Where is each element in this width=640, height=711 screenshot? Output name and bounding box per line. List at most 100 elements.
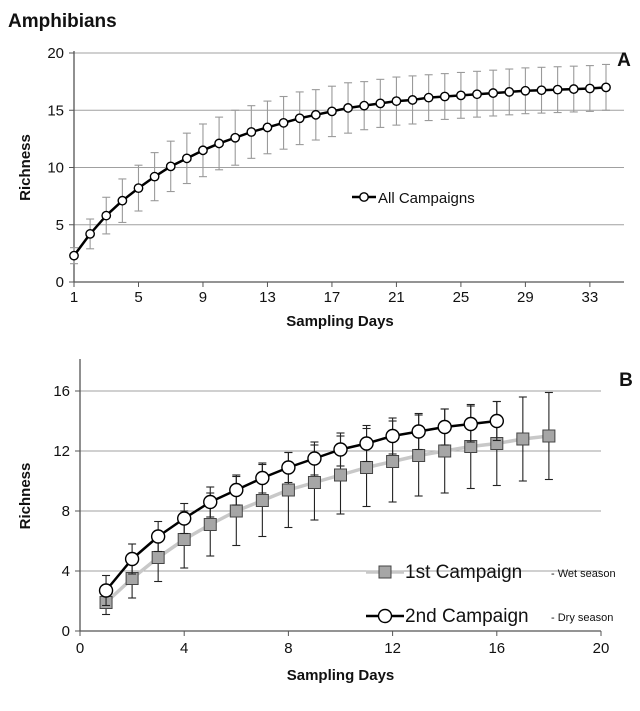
x-tick-label: 12 bbox=[384, 640, 401, 657]
panel-b: 0 4 8 12 16 0 4 8 12 16 20 Sampling Days Richness B 1s… bbox=[17, 359, 633, 684]
y-tick-label: 8 bbox=[62, 503, 70, 520]
y-tick-label: 10 bbox=[47, 160, 64, 177]
data-point-circle bbox=[333, 442, 348, 457]
data-point-circle bbox=[214, 138, 224, 149]
data-point-circle bbox=[150, 529, 166, 544]
legend-marker bbox=[378, 565, 392, 579]
data-point-circle bbox=[117, 195, 128, 206]
series-1 bbox=[99, 391, 556, 616]
data-point-circle bbox=[568, 84, 579, 94]
data-point-circle bbox=[281, 460, 296, 475]
data-point-circle bbox=[385, 428, 400, 444]
x-tick-label: 8 bbox=[284, 640, 292, 657]
x-tick-label: 25 bbox=[453, 289, 470, 306]
data-point-square bbox=[386, 455, 400, 468]
data-point-circle bbox=[85, 229, 96, 239]
data-point-circle bbox=[456, 90, 466, 101]
x-axis-title: Sampling Days bbox=[287, 667, 395, 684]
data-point-circle bbox=[262, 122, 273, 133]
data-point-circle bbox=[488, 88, 499, 98]
y-axis-title: Richness bbox=[17, 134, 34, 201]
series-line bbox=[72, 86, 607, 257]
legend-label: 1st Campaign bbox=[405, 562, 522, 583]
data-point-square bbox=[334, 468, 347, 482]
legend-note: - Wet season bbox=[551, 568, 616, 580]
y-axis-title: Richness bbox=[17, 463, 34, 530]
series-2 bbox=[98, 400, 504, 607]
y-tick-label: 5 bbox=[56, 217, 64, 234]
data-point-square bbox=[542, 429, 556, 443]
data-point-circle bbox=[375, 98, 386, 109]
y-tick-label: 16 bbox=[53, 383, 70, 400]
legend-note: - Dry season bbox=[551, 612, 613, 624]
data-point-circle bbox=[411, 424, 426, 439]
data-point-circle bbox=[552, 84, 563, 95]
data-point-circle bbox=[230, 132, 241, 143]
data-point-square bbox=[151, 551, 165, 564]
data-point-square bbox=[360, 461, 374, 474]
data-point-circle bbox=[181, 153, 192, 164]
data-point-circle bbox=[463, 416, 478, 432]
x-tick-label: 17 bbox=[324, 289, 341, 306]
figure-title: Amphibians bbox=[8, 11, 117, 32]
data-point-square bbox=[438, 444, 452, 458]
data-point-circle bbox=[601, 82, 611, 93]
data-point-circle bbox=[359, 100, 370, 111]
data-point-circle bbox=[246, 127, 257, 137]
y-tick-label: 0 bbox=[56, 274, 64, 291]
data-point-square bbox=[255, 494, 269, 507]
y-tick-label: 4 bbox=[62, 563, 70, 580]
data-point-circle bbox=[327, 106, 337, 117]
data-point-circle bbox=[343, 103, 353, 113]
data-point-circle bbox=[133, 183, 144, 194]
data-point-circle bbox=[101, 210, 112, 221]
data-point-circle bbox=[439, 91, 450, 102]
legend-marker bbox=[359, 192, 369, 202]
x-tick-label: 20 bbox=[593, 640, 610, 657]
data-point-circle bbox=[198, 145, 208, 156]
x-tick-label: 29 bbox=[517, 289, 534, 306]
x-tick-label: 33 bbox=[582, 289, 599, 306]
legend: All Campaigns bbox=[352, 190, 475, 207]
y-tick-label: 15 bbox=[47, 102, 64, 119]
x-tick-label: 5 bbox=[134, 289, 142, 306]
panel-letter: A bbox=[617, 50, 631, 71]
data-point-square bbox=[412, 449, 426, 462]
data-point-circle bbox=[69, 250, 79, 261]
y-tick-label: 20 bbox=[47, 45, 64, 62]
data-point-circle bbox=[489, 413, 504, 429]
series-1 bbox=[69, 63, 611, 265]
data-point-circle bbox=[584, 83, 595, 94]
data-point-circle bbox=[294, 113, 305, 124]
x-axis-title: Sampling Days bbox=[286, 313, 394, 330]
data-point-circle bbox=[203, 494, 218, 510]
data-point-circle bbox=[124, 551, 140, 567]
data-point-square bbox=[177, 533, 191, 546]
data-point-circle bbox=[149, 171, 160, 182]
data-point-circle bbox=[359, 436, 374, 451]
data-point-circle bbox=[472, 89, 482, 100]
data-point-square bbox=[516, 432, 530, 446]
data-point-circle bbox=[407, 95, 418, 105]
x-tick-label: 21 bbox=[388, 289, 405, 306]
data-point-circle bbox=[307, 451, 322, 466]
data-point-circle bbox=[229, 482, 244, 498]
x-tick-label: 16 bbox=[488, 640, 505, 657]
data-point-circle bbox=[536, 85, 547, 96]
x-tick-label: 4 bbox=[180, 640, 188, 657]
legend-label: 2nd Campaign bbox=[405, 606, 529, 627]
x-tick-label: 9 bbox=[199, 289, 207, 306]
x-tick-label: 0 bbox=[76, 640, 84, 657]
data-point-square bbox=[281, 483, 295, 497]
legend: 1st Campaign - Wet season 2nd Campaign - Dr… bbox=[366, 562, 616, 627]
data-point-circle bbox=[98, 583, 114, 598]
data-point-square bbox=[203, 518, 217, 531]
y-tick-label: 0 bbox=[62, 623, 70, 640]
data-point-square bbox=[229, 504, 243, 518]
data-point-circle bbox=[437, 419, 452, 435]
x-tick-label: 13 bbox=[259, 289, 276, 306]
x-tick-label: 1 bbox=[70, 289, 78, 306]
legend-marker bbox=[377, 608, 393, 624]
